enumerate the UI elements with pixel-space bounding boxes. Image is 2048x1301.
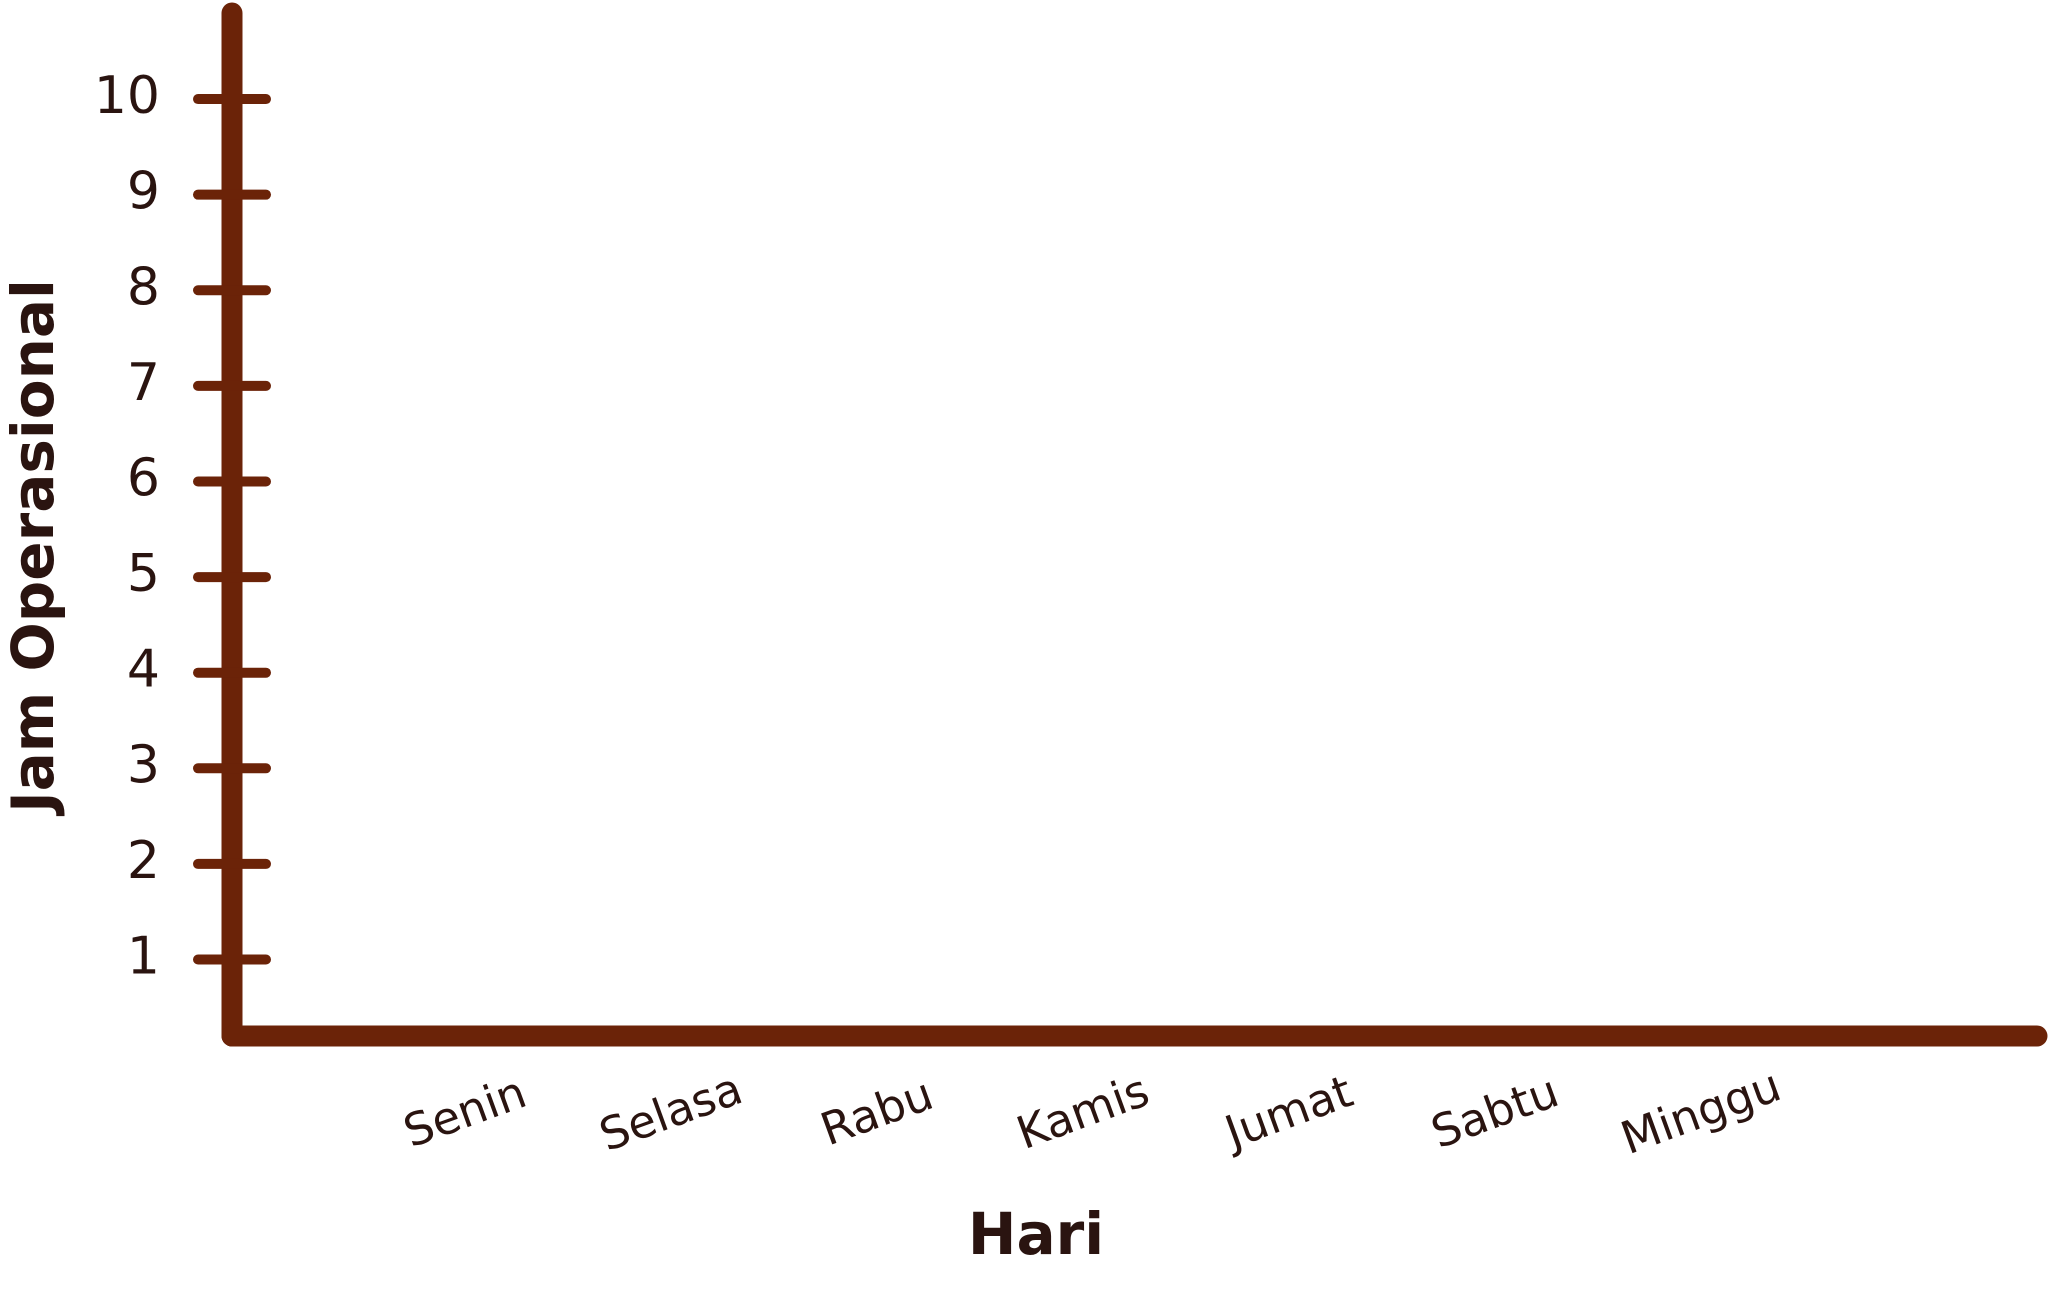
y-axis-title: Jam Operasional	[0, 279, 67, 817]
x-tick-label: Selasa	[593, 1062, 750, 1162]
y-tick-label tick-label: 9	[127, 162, 160, 222]
y-tick-label tick-label: 8	[127, 257, 160, 317]
y-tick-label tick-label: 4	[127, 640, 160, 700]
y-tick-label tick-label: 3	[127, 735, 160, 795]
y-tick-label tick-label: 5	[127, 544, 160, 604]
x-axis-title: Hari	[968, 1200, 1104, 1268]
y-tick-label tick-label: 1	[127, 927, 160, 987]
y-tick-label tick-label: 6	[127, 448, 160, 508]
x-tick-label: Kamis	[1010, 1064, 1156, 1160]
x-tick-label: Senin	[397, 1065, 533, 1158]
x-tick-label: Minggu	[1614, 1059, 1788, 1165]
x-tick-label: Sabtu	[1424, 1064, 1565, 1159]
x-tick-label: Jumat	[1215, 1064, 1359, 1160]
y-tick-label tick-label: 7	[127, 353, 160, 413]
y-tick-label tick-label: 10	[94, 66, 160, 126]
x-tick-label: Rabu	[814, 1067, 940, 1156]
y-tick-label tick-label: 2	[127, 831, 160, 891]
